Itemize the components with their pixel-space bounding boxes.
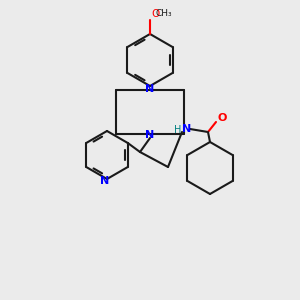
- Text: N: N: [146, 130, 154, 140]
- Text: N: N: [100, 176, 109, 186]
- Text: O: O: [151, 9, 159, 19]
- Text: H: H: [174, 125, 182, 135]
- Text: CH₃: CH₃: [156, 10, 172, 19]
- Text: N: N: [182, 124, 192, 134]
- Text: N: N: [146, 84, 154, 94]
- Text: O: O: [217, 113, 227, 123]
